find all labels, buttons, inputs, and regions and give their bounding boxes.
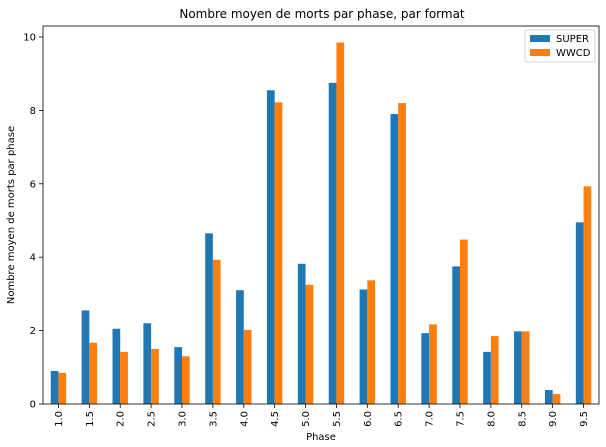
- bar-wwcd-8.5: [521, 331, 530, 404]
- chart-title: Nombre moyen de morts par phase, par for…: [179, 7, 465, 21]
- bar-wwcd-5.0: [305, 284, 314, 404]
- x-tick-label: 4.0: [239, 411, 250, 427]
- y-axis-label: Nombre moyen de morts par phase: [6, 126, 17, 304]
- bar-super-1.5: [81, 310, 90, 404]
- y-tick-label: 0: [30, 400, 36, 411]
- x-tick-label: 3.0: [178, 411, 189, 427]
- bar-super-1.0: [50, 370, 59, 404]
- bar-wwcd-7.5: [460, 239, 468, 404]
- x-axis: 1.0 1.5 2.0 2.5 3.0 3.5 4.0 4.5 5.0 5.5 6.0 6.5 7.0 7…: [54, 404, 590, 427]
- bar-super-9.5: [575, 222, 584, 404]
- bar-wwcd-2.5: [151, 348, 159, 404]
- bar-super-6.5: [390, 114, 399, 404]
- x-tick-label: 9.0: [548, 411, 559, 427]
- bar-wwcd-6.0: [367, 280, 376, 404]
- bar-wwcd-1.5: [89, 342, 98, 404]
- bar-wwcd-9.5: [583, 186, 592, 404]
- bar-wwcd-8.0: [490, 336, 499, 404]
- x-tick-label: 2.0: [116, 411, 127, 427]
- y-tick-label: 8: [30, 106, 36, 117]
- bar-wwcd-5.5: [336, 42, 345, 404]
- bar-super-2.0: [112, 328, 121, 404]
- legend-swatch-super: [530, 35, 550, 42]
- bar-super-8.0: [483, 351, 491, 404]
- bar-super-5.5: [328, 82, 337, 404]
- x-tick-label: 8.0: [486, 411, 497, 427]
- bar-super-4.5: [266, 90, 275, 404]
- x-tick-label: 8.5: [517, 411, 528, 427]
- x-tick-label: 4.5: [270, 411, 281, 427]
- bar-wwcd-1.0: [58, 372, 67, 404]
- bar-super-7.0: [421, 333, 430, 404]
- bar-wwcd-3.5: [212, 259, 221, 404]
- plot-frame: [42, 25, 600, 405]
- x-tick-label: 6.0: [363, 411, 374, 427]
- x-tick-label: 9.5: [579, 411, 590, 427]
- bar-wwcd-7.0: [429, 324, 437, 404]
- bar-super-7.5: [452, 266, 460, 404]
- x-tick-label: 3.5: [208, 411, 219, 427]
- x-tick-label: 5.0: [301, 411, 312, 427]
- y-tick-label: 4: [30, 253, 36, 264]
- x-tick-label: 1.5: [85, 411, 96, 427]
- y-axis: 0 2 4 6 8 10: [23, 33, 43, 411]
- bar-wwcd-9.0: [552, 394, 561, 404]
- x-tick-label: 6.5: [394, 411, 405, 427]
- plot-area: [42, 25, 600, 405]
- legend-swatch-wwcd: [530, 49, 550, 56]
- y-tick-label: 6: [30, 179, 36, 190]
- bar-super-2.5: [143, 323, 152, 404]
- legend: SUPER WWCD: [524, 29, 596, 63]
- bar-super-3.5: [205, 233, 213, 404]
- bar-super-6.0: [359, 289, 368, 404]
- x-tick-label: 1.0: [54, 411, 65, 427]
- y-tick-label: 2: [30, 326, 36, 337]
- bar-wwcd-2.0: [120, 351, 128, 404]
- bar-wwcd-4.5: [274, 102, 283, 404]
- bar-wwcd-4.0: [243, 329, 252, 404]
- bar-super-9.0: [544, 390, 553, 404]
- bar-super-4.0: [236, 290, 244, 404]
- bar-super-3.0: [174, 347, 182, 404]
- legend-label-wwcd: WWCD: [556, 48, 591, 59]
- x-tick-label: 5.5: [332, 411, 343, 427]
- x-axis-label: Phase: [306, 432, 336, 443]
- bar-wwcd-6.5: [398, 103, 406, 404]
- x-tick-label: 2.5: [147, 411, 158, 427]
- legend-label-super: SUPER: [556, 34, 589, 45]
- y-tick-label: 10: [23, 33, 36, 44]
- x-tick-label: 7.0: [425, 411, 436, 427]
- x-tick-label: 7.5: [456, 411, 467, 427]
- bar-super-8.5: [514, 331, 522, 404]
- bar-wwcd-3.0: [182, 356, 190, 404]
- bar-super-5.0: [297, 263, 306, 404]
